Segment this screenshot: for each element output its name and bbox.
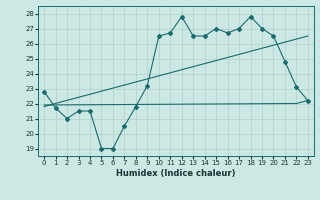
X-axis label: Humidex (Indice chaleur): Humidex (Indice chaleur) xyxy=(116,169,236,178)
